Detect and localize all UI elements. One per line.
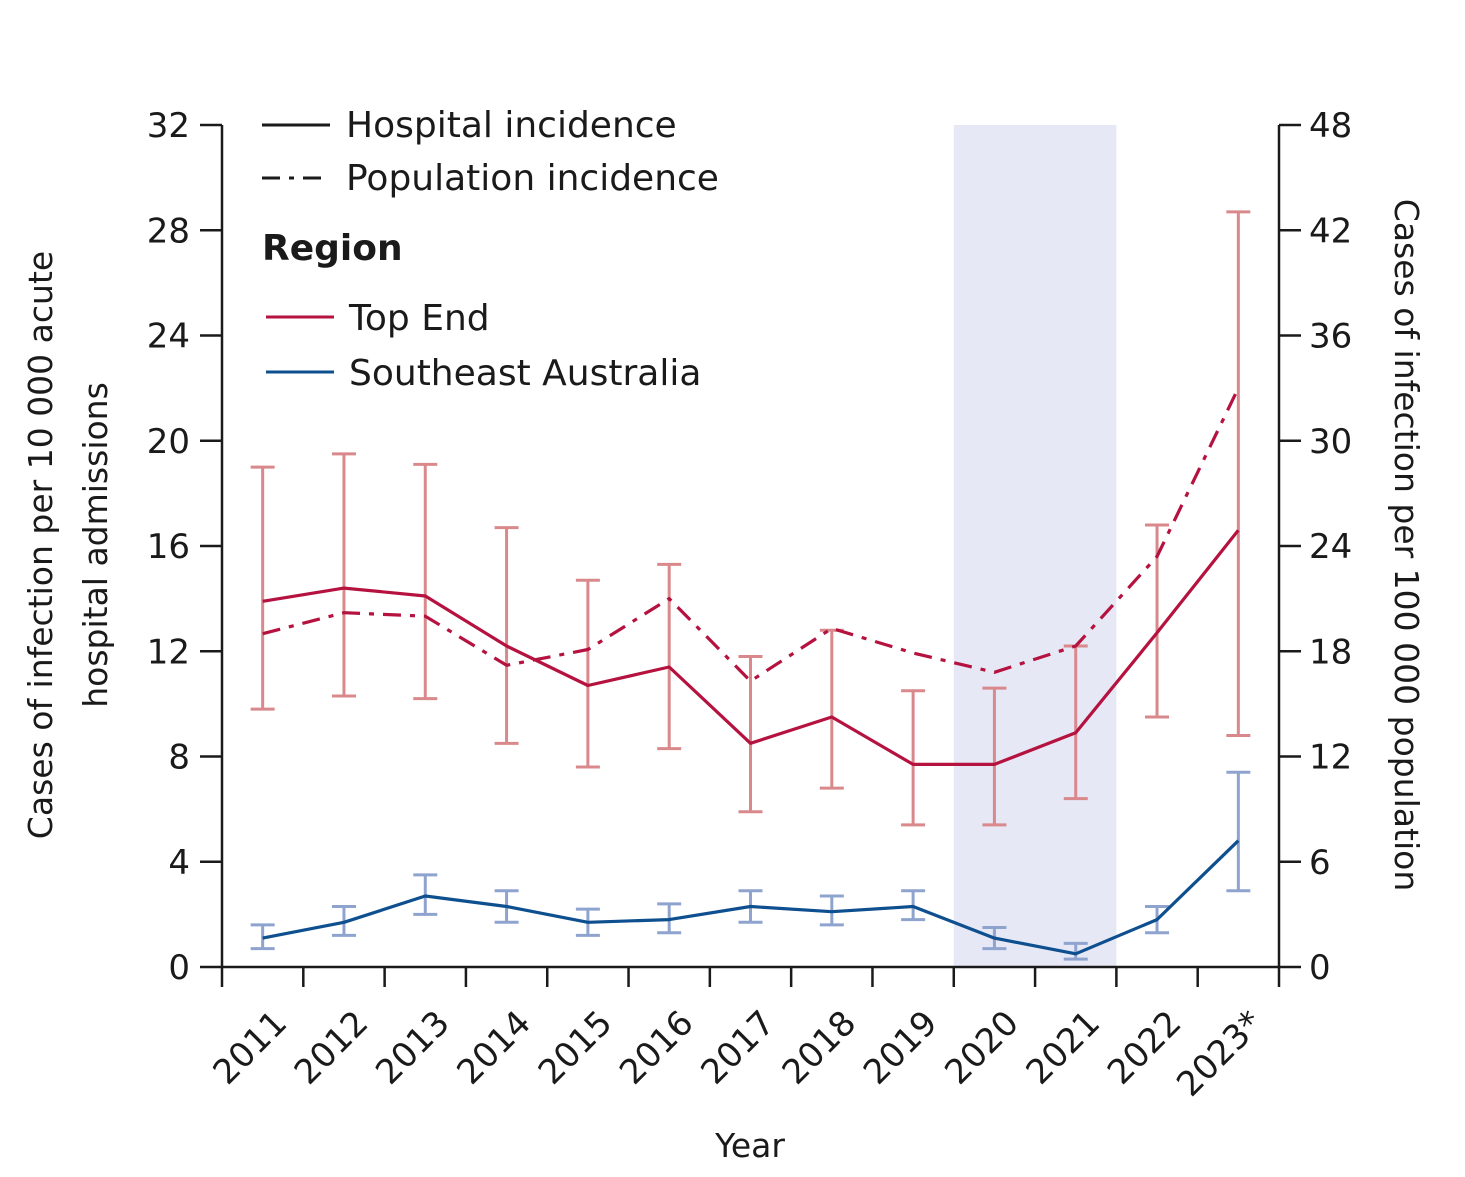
left-tick-label: 16: [147, 527, 190, 567]
series-line-southeast-australia-hospital: [262, 839, 1240, 956]
left-tick-label: 8: [168, 738, 190, 778]
legend: Hospital incidence Population incidence …: [262, 105, 719, 394]
left-tick-label: 4: [168, 843, 190, 883]
x-axis-title: Year: [714, 1126, 785, 1165]
x-tick-label: 2011: [206, 1003, 295, 1092]
right-tick-label: 42: [1309, 211, 1352, 251]
shaded-period-rect: [953, 125, 1117, 967]
left-tick-label: 0: [168, 948, 190, 988]
series-lines: [262, 387, 1240, 956]
x-tick-label: 2015: [531, 1003, 620, 1092]
x-tick-label: 2023*: [1169, 1003, 1270, 1104]
x-tick-label: 2014: [449, 1003, 538, 1092]
x-tick-label: 2016: [612, 1003, 701, 1092]
x-tick-label: 2017: [693, 1003, 782, 1092]
right-tick-label: 6: [1309, 843, 1331, 883]
right-tick-label: 36: [1309, 317, 1352, 357]
right-axis-title-text: Cases of infection per 100 000 populatio…: [1387, 199, 1426, 891]
right-tick-label: 30: [1309, 422, 1352, 462]
right-tick-label: 18: [1309, 632, 1352, 672]
left-tick-label: 20: [147, 422, 190, 462]
left-tick-label: 32: [147, 106, 190, 146]
error-bars: [250, 210, 1251, 961]
legend-label-hospital: Hospital incidence: [346, 105, 677, 146]
right-tick-label: 0: [1309, 948, 1331, 988]
right-tick-label: 12: [1309, 738, 1352, 778]
right-tick-label: 24: [1309, 527, 1352, 567]
legend-label-population: Population incidence: [346, 158, 719, 199]
legend-region-heading: Region: [262, 228, 403, 269]
left-tick-label: 28: [147, 211, 190, 251]
legend-label-southeast: Southeast Australia: [349, 353, 701, 394]
left-axis-title-line-2: hospital admissions: [76, 382, 115, 708]
x-tick-label: 2012: [287, 1003, 376, 1092]
x-tick-label: 2019: [856, 1003, 945, 1092]
right-axis-title: Cases of infection per 100 000 populatio…: [1387, 199, 1426, 891]
x-tick-label: 2021: [1019, 1003, 1108, 1092]
legend-label-top-end: Top End: [348, 298, 490, 339]
left-axis-title-line-1: Cases of infection per 10 000 acute: [21, 251, 60, 839]
left-axis-title: Cases of infection per 10 000 acute hosp…: [21, 251, 115, 839]
x-tick-label: 2013: [368, 1003, 457, 1092]
x-tick-label: 2020: [937, 1003, 1026, 1092]
series-line-top-end-hospital: [262, 529, 1240, 767]
series-line-top-end-population: [262, 387, 1240, 683]
x-tick-label: 2018: [775, 1003, 864, 1092]
shaded-period: [953, 125, 1117, 967]
right-tick-label: 48: [1309, 106, 1352, 146]
left-tick-label: 24: [147, 317, 190, 357]
left-tick-label: 12: [147, 632, 190, 672]
